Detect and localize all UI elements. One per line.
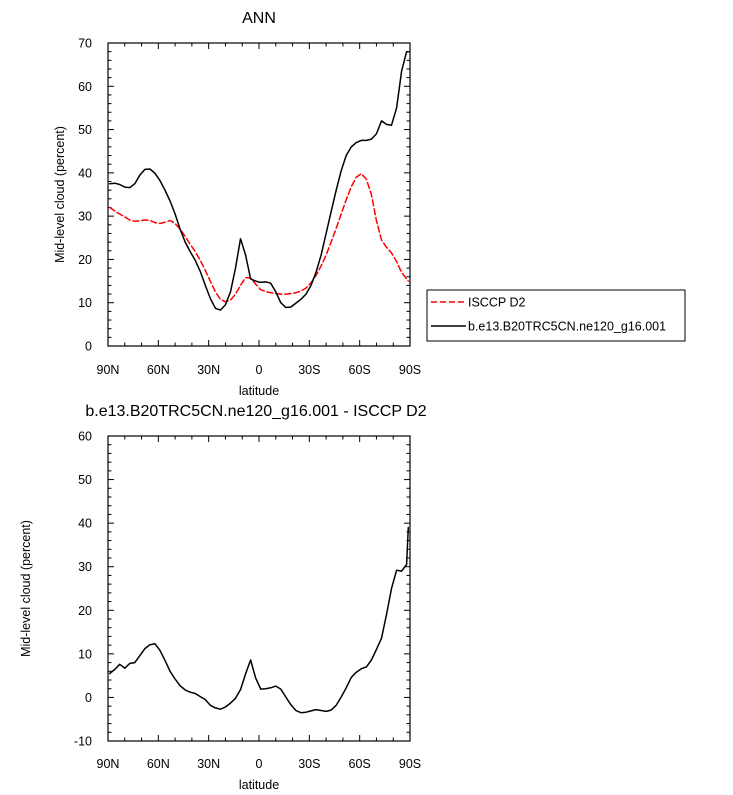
legend-box <box>426 289 686 342</box>
bottom-y-tick-label: 40 <box>78 517 92 531</box>
bottom-x-tick-label: 30N <box>197 757 220 771</box>
legend-label-isccp: ISCCP D2 <box>468 296 525 310</box>
bottom-y-tick-label: 0 <box>85 691 92 705</box>
top-y-tick-label: 20 <box>78 253 92 267</box>
bottom-chart-title: b.e13.B20TRC5CN.ne120_g16.001 - ISCCP D2 <box>85 403 426 420</box>
bottom-chart-ticks <box>107 435 411 742</box>
top-chart: ANN 90N 60N 30N 0 30S 60S 90S 0 10 20 30 40 50 60 70 l… <box>53 10 686 398</box>
top-series-line-1 <box>108 50 410 311</box>
top-x-tick-label: 30S <box>298 363 320 377</box>
top-x-tick-label: 30N <box>197 363 220 377</box>
top-x-tick-label: 60S <box>349 363 371 377</box>
bottom-x-tick-label: 0 <box>256 757 263 771</box>
bottom-chart: b.e13.B20TRC5CN.ne120_g16.001 - ISCCP D2… <box>19 403 427 792</box>
top-x-tick-label: 90S <box>399 363 421 377</box>
bottom-y-tick-label: 50 <box>78 473 92 487</box>
bottom-x-tick-label: 30S <box>298 757 320 771</box>
legend-label-model: b.e13.B20TRC5CN.ne120_g16.001 <box>468 320 666 334</box>
top-y-tick-label: 30 <box>78 210 92 224</box>
bottom-x-tick-label: 90S <box>399 757 421 771</box>
top-y-tick-label: 70 <box>78 37 92 51</box>
top-y-tick-label: 60 <box>78 80 92 94</box>
top-chart-frame <box>107 42 411 347</box>
top-chart-series <box>108 50 410 311</box>
bottom-y-tick-label: 30 <box>78 560 92 574</box>
bottom-chart-xlabel: latitude <box>239 778 279 792</box>
bottom-chart-series <box>108 526 410 714</box>
legend: ISCCP D2 b.e13.B20TRC5CN.ne120_g16.001 <box>426 289 686 342</box>
top-x-tick-label: 90N <box>97 363 120 377</box>
bottom-x-tick-label: 60S <box>349 757 371 771</box>
bottom-y-tick-label: 20 <box>78 604 92 618</box>
top-x-tick-label: 0 <box>256 363 263 377</box>
bottom-y-tick-label: 10 <box>78 647 92 661</box>
bottom-chart-ylabel: Mid-level cloud (percent) <box>19 520 33 657</box>
bottom-chart-tick-labels: 90N 60N 30N 0 30S 60S 90S -10 0 10 20 30 40 50 60 <box>74 430 421 772</box>
top-chart-tick-labels: 90N 60N 30N 0 30S 60S 90S 0 10 20 30 40 50 60 70 <box>78 37 421 378</box>
top-x-tick-label: 60N <box>147 363 170 377</box>
bottom-y-tick-label: -10 <box>74 735 92 749</box>
bottom-y-tick-label: 60 <box>78 430 92 444</box>
top-y-tick-label: 10 <box>78 296 92 310</box>
top-chart-ticks <box>107 42 411 347</box>
bottom-x-tick-label: 90N <box>97 757 120 771</box>
top-chart-xlabel: latitude <box>239 384 279 398</box>
bottom-series-line-0 <box>108 526 410 714</box>
top-y-tick-label: 50 <box>78 123 92 137</box>
top-chart-title: ANN <box>242 10 276 27</box>
top-chart-ylabel: Mid-level cloud (percent) <box>53 126 67 263</box>
top-y-tick-label: 0 <box>85 340 92 354</box>
bottom-chart-frame <box>107 435 411 742</box>
bottom-x-tick-label: 60N <box>147 757 170 771</box>
top-series-line-0 <box>108 172 410 303</box>
top-y-tick-label: 40 <box>78 166 92 180</box>
